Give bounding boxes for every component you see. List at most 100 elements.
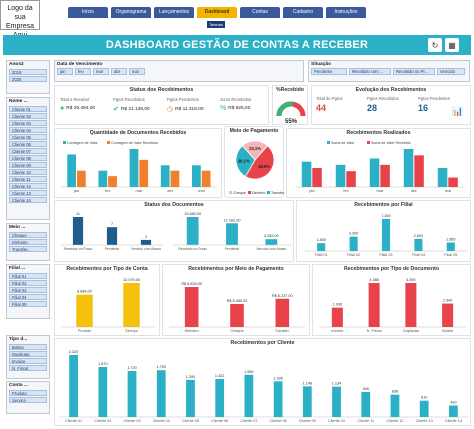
slicer-item-cliente[interactable]: Cliente 05 xyxy=(9,134,47,140)
bar xyxy=(349,236,358,251)
refresh-icon[interactable]: ↻ xyxy=(428,38,442,52)
kpi-label: Juros Recebidos xyxy=(220,97,252,102)
filial-chart: 1.800 Filial 01 3.300 Filial 02 7.350 Filial … xyxy=(305,214,467,257)
bar xyxy=(186,217,199,245)
slicer-item-cliente[interactable]: Cliente 06 xyxy=(9,141,47,147)
slicer-item-cliente[interactable]: Cliente 02 xyxy=(9,113,47,119)
slicer-item-cliente[interactable]: Cliente 09 xyxy=(9,162,47,168)
bar-series-b xyxy=(139,159,149,187)
data-label: 2.340 xyxy=(443,299,453,303)
slice-label: 30,1% xyxy=(238,159,250,164)
slicer-item-transfer[interactable]: Transfer... xyxy=(9,246,47,252)
slicer-item-produto[interactable]: Produto xyxy=(9,390,47,396)
legend-swatch xyxy=(248,191,251,194)
gauge-svg: 55% xyxy=(276,101,306,125)
gauge-panel: %Recebido 55% xyxy=(272,85,308,125)
slicer-title: Meio ... xyxy=(9,225,26,230)
meio-pag-bar-chart: R$ 8.833,00 Dinheiro R$ 5.080,00 Cheque R$ 6… xyxy=(169,282,305,333)
slicer-item-filial-04[interactable]: Filial 04 xyxy=(9,294,47,300)
cliente-title: Recebimentos por Cliente xyxy=(230,340,295,346)
situacao-chip-vencido[interactable]: Vencido xyxy=(437,68,465,75)
bar xyxy=(186,379,195,417)
chart-icon[interactable]: ▦ xyxy=(445,38,459,52)
slicer-item-n-fiscal[interactable]: N. Fiscal xyxy=(9,365,47,371)
slice-label: 46,8% xyxy=(258,164,270,169)
status-docs-panel: Status dos Documentos 11 Recebido no Praz… xyxy=(54,200,294,262)
data-label: 1.800 xyxy=(316,238,326,242)
status-docs-chart: 11 Recebido no Prazo 7 Pendente 2 Vencido com… xyxy=(61,212,291,251)
situacao-chip-pendente[interactable]: Pendente xyxy=(311,68,347,75)
month-chip-jan[interactable]: jan xyxy=(57,68,73,75)
slicer-item-invoice[interactable]: Invoice xyxy=(9,358,47,364)
quantidade-chart: jan fev mar abr mai Contagem de Valor Contagem… xyxy=(61,141,217,193)
slicer-item-servico[interactable]: Serviço xyxy=(9,397,47,403)
slicer-title: Situação xyxy=(311,62,331,67)
tick-label: Duplicata xyxy=(403,329,420,333)
slicer-item-cliente[interactable]: Cliente 03 xyxy=(9,120,47,126)
month-chip-abr[interactable]: abr xyxy=(111,68,127,75)
slicer-item-dinheiro[interactable]: Dinheiro xyxy=(9,239,47,245)
tick-label: Cliente 08 xyxy=(270,419,287,423)
tab-inicio[interactable]: Início xyxy=(68,7,108,18)
slicer-item-cheque[interactable]: Cheque xyxy=(9,232,47,238)
tick-label: Cliente 06 xyxy=(211,419,228,423)
slicer-item-cliente[interactable]: Cliente 08 xyxy=(9,155,47,161)
tick-label: Cliente 02 xyxy=(94,419,111,423)
slicer-item-filial-02[interactable]: Filial 02 xyxy=(9,280,47,286)
tick-label: mar xyxy=(136,188,144,193)
legend-label: Soma de Valor xyxy=(331,141,355,145)
bar-series-b xyxy=(201,170,211,187)
slicer-item-cliente[interactable]: Cliente 07 xyxy=(9,148,47,154)
tab-organograma[interactable]: Organograma xyxy=(111,7,151,18)
slicer-item-filial-03[interactable]: Filial 03 xyxy=(9,287,47,293)
slicer-item-cliente[interactable]: Cliente 13 xyxy=(9,190,47,196)
company-logo: Logo da sua Empresa Aqui xyxy=(0,0,40,39)
slicer-item-cliente[interactable]: Cliente 12 xyxy=(9,183,47,189)
tick-label: Filial 02 xyxy=(347,253,360,257)
tab-lancamentos[interactable]: Lançamentos xyxy=(154,7,194,18)
bar xyxy=(273,381,283,417)
tab-instrucoes[interactable]: Instruções xyxy=(326,7,366,18)
bar xyxy=(244,374,254,417)
kpi-value: 16 xyxy=(418,103,429,113)
slicer-item-cliente[interactable]: Cliente 14 xyxy=(9,197,47,203)
bar-series-a xyxy=(403,149,414,187)
slicer-item-duplicata[interactable]: Duplicata xyxy=(9,351,47,357)
data-label: 836 xyxy=(392,390,398,394)
slicer-item-cliente[interactable]: Cliente 11 xyxy=(9,176,47,182)
tipo-conta-chart: 8.884,00 Produto 12.079,00 Serviço xyxy=(61,278,155,333)
tab-cadastro[interactable]: Cadastro xyxy=(283,7,323,18)
tab-tabelas[interactable]: Tabelas xyxy=(207,21,225,28)
kpi-value: R$ 21.136,00 xyxy=(120,106,150,112)
main-nav: Início Organograma Lançamentos Dashboard… xyxy=(68,7,366,18)
slicer-item-filial-01[interactable]: Filial 01 xyxy=(9,273,47,279)
bar xyxy=(442,303,454,327)
slicer-item-cliente[interactable]: Cliente 01 xyxy=(9,106,47,112)
month-chip-fev[interactable]: fev xyxy=(75,68,91,75)
month-chip-mar[interactable]: mar xyxy=(93,68,109,75)
slicer-item-2020[interactable]: 2020 xyxy=(9,76,47,82)
bar xyxy=(302,386,312,417)
slicer-item-2019[interactable]: 2019 xyxy=(9,69,47,75)
slicer-item-cliente[interactable]: Cliente 10 xyxy=(9,169,47,175)
month-chip-mai[interactable]: mai xyxy=(129,68,145,75)
gauge-title: %Recebido xyxy=(276,87,304,93)
slicer-item-cliente[interactable]: Cliente 04 xyxy=(9,127,47,133)
legend-label: Contagem de Valor Recebido xyxy=(111,141,158,145)
bar-series-b xyxy=(170,170,180,187)
quantidade-title: Quantidade de Documentos Recebidos xyxy=(89,130,187,136)
slicer-item-boleto[interactable]: Boleto xyxy=(9,344,47,350)
meio-pag-bar-panel: Recebimentos por Meio de Pagamento R$ 8.… xyxy=(162,264,310,336)
data-label: R$ 6.237,00 xyxy=(272,294,293,298)
tick-label: Cliente 13 xyxy=(416,419,433,423)
tab-contas[interactable]: Contas xyxy=(240,7,280,18)
situacao-chip-recebido-no[interactable]: Recebido no Pr... xyxy=(393,68,435,75)
data-label: 1.870 xyxy=(98,362,108,366)
legend-label: Transfer xyxy=(271,191,285,195)
tick-label: jan xyxy=(308,188,314,193)
bar-series-a xyxy=(301,161,312,187)
tab-dashboard[interactable]: Dashboard xyxy=(197,7,237,18)
legend-label: Contagem de Valor xyxy=(67,141,99,145)
slicer-item-filial-05[interactable]: Filial 05 xyxy=(9,301,47,307)
situacao-chip-recebido-com[interactable]: Recebido com ... xyxy=(349,68,391,75)
